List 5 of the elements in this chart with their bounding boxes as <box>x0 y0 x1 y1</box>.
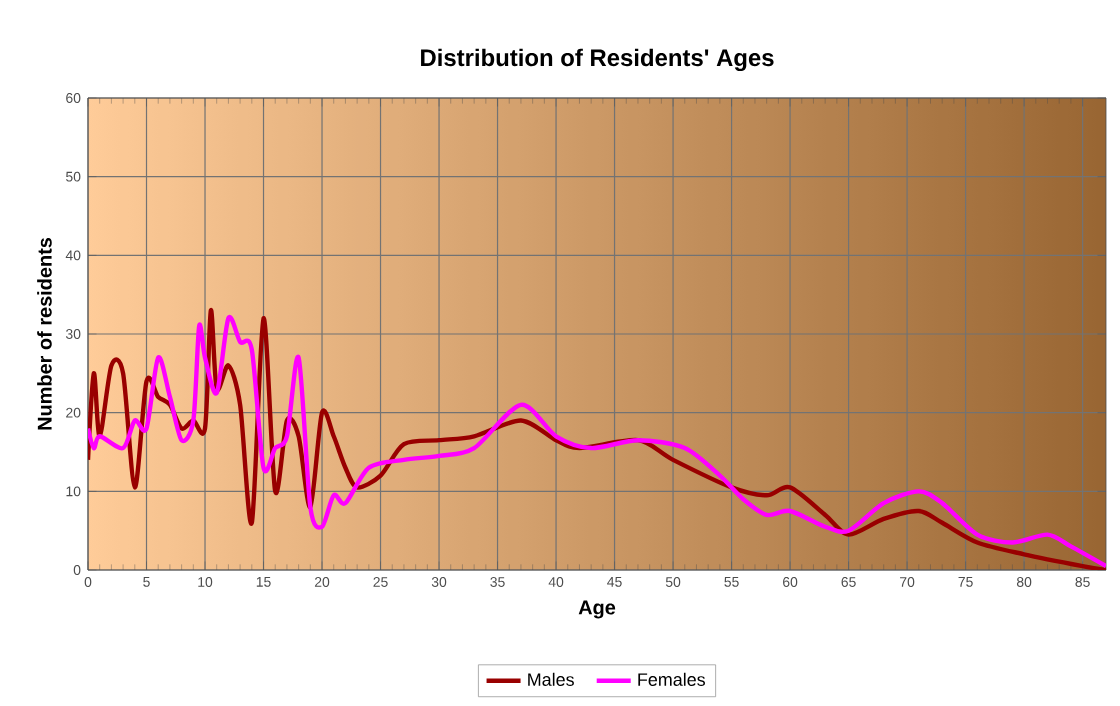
legend-label: Females <box>638 672 705 686</box>
x-axis-title: Age <box>578 600 616 619</box>
legend-label: Males <box>528 672 574 686</box>
y-axis-title: Number of residents <box>37 237 52 430</box>
chart-title: Distribution of Residents' Ages <box>421 48 774 72</box>
